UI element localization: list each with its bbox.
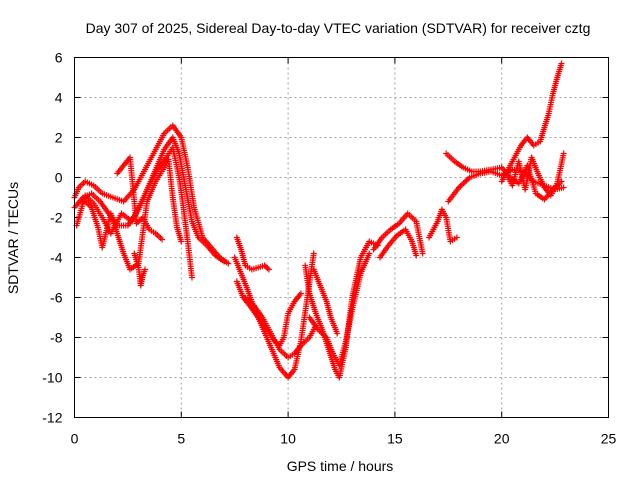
data-point xyxy=(265,266,272,273)
y-tick-label: -12 xyxy=(42,410,62,426)
y-tick-label: -6 xyxy=(50,290,63,306)
data-point xyxy=(366,250,373,257)
data-point xyxy=(159,236,166,243)
y-tick-label: -2 xyxy=(50,210,63,226)
data-points xyxy=(71,60,567,381)
data-point xyxy=(188,274,195,281)
x-tick-label: 25 xyxy=(601,431,617,447)
data-point xyxy=(334,330,341,337)
data-point xyxy=(310,250,317,257)
x-tick-label: 10 xyxy=(280,431,296,447)
x-tick-label: 0 xyxy=(71,431,79,447)
y-axis-label: SDTVAR / TECUs xyxy=(5,182,21,294)
y-tick-label: 4 xyxy=(55,90,63,106)
data-point xyxy=(560,150,567,157)
y-tick-label: 2 xyxy=(55,130,63,146)
data-point xyxy=(453,234,460,241)
y-tick-label: 6 xyxy=(55,50,63,66)
x-axis-ticks: 0 5 10 15 20 25 xyxy=(71,57,617,447)
data-point xyxy=(221,258,228,265)
plot-frame xyxy=(74,57,609,418)
x-tick-label: 5 xyxy=(177,431,185,447)
x-axis-label: GPS time / hours xyxy=(287,458,394,474)
y-axis-ticks: -12 -10 -8 -6 -4 -2 0 2 4 6 xyxy=(42,50,609,426)
y-tick-label: -4 xyxy=(50,250,63,266)
data-point xyxy=(558,60,565,67)
y-tick-label: 0 xyxy=(55,170,63,186)
y-tick-label: -10 xyxy=(42,370,62,386)
data-point xyxy=(225,260,232,267)
y-tick-label: -8 xyxy=(50,330,63,346)
data-point xyxy=(141,266,148,273)
data-point xyxy=(560,184,567,191)
grid-lines xyxy=(74,57,609,418)
x-tick-label: 20 xyxy=(494,431,510,447)
data-point xyxy=(297,290,304,297)
data-point xyxy=(178,238,185,245)
chart-title: Day 307 of 2025, Sidereal Day-to-day VTE… xyxy=(86,20,591,36)
x-tick-label: 15 xyxy=(387,431,403,447)
data-point xyxy=(413,252,420,259)
data-point xyxy=(419,250,426,257)
